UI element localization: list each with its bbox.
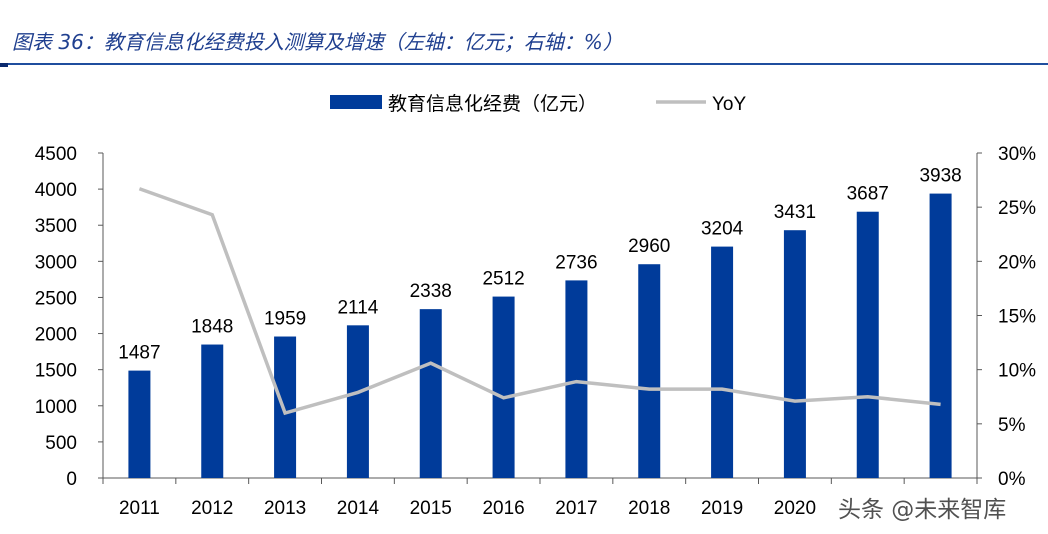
bar — [274, 336, 297, 478]
bar — [929, 193, 952, 479]
right-tick-label: 20% — [998, 252, 1036, 273]
bar — [346, 325, 369, 478]
bar-data-label: 2736 — [555, 252, 597, 273]
left-tick-label: 2000 — [35, 325, 77, 346]
bar — [128, 370, 151, 478]
x-tick-label: 2013 — [264, 498, 306, 519]
watermark: 头条 @未来智库 — [838, 497, 1007, 523]
bar — [856, 211, 879, 478]
right-tick-label: 25% — [998, 198, 1036, 219]
bar-data-label: 3687 — [847, 184, 889, 205]
x-tick-label: 2014 — [337, 498, 380, 519]
bar-data-label: 3938 — [919, 166, 961, 187]
x-tick-label: 2019 — [701, 498, 743, 519]
bar — [638, 264, 661, 478]
left-tick-label: 1500 — [35, 361, 77, 382]
x-tick-label: 2011 — [119, 498, 160, 519]
yoy-line — [138, 187, 941, 416]
x-tick-label: 2016 — [482, 498, 524, 519]
bar-data-label: 2960 — [628, 236, 670, 257]
bar — [711, 246, 734, 478]
left-tick-label: 2500 — [35, 288, 77, 309]
bar-data-label: 2512 — [482, 269, 524, 290]
legend-line-label: YoY — [712, 94, 746, 115]
right-tick-label: 5% — [998, 415, 1026, 436]
bar — [492, 296, 515, 478]
bar-data-label: 3204 — [701, 219, 744, 240]
left-tick-label: 4500 — [35, 144, 77, 165]
left-tick-label: 3000 — [35, 252, 77, 273]
x-tick-label: 2012 — [191, 498, 233, 519]
left-tick-label: 4000 — [35, 180, 77, 201]
bar-data-label: 3431 — [774, 202, 816, 223]
left-tick-label: 500 — [45, 433, 77, 454]
legend-bar-label: 教育信息化经费（亿元） — [388, 93, 597, 115]
bar — [565, 280, 588, 478]
right-tick-label: 0% — [998, 469, 1026, 490]
bar-data-label: 1848 — [191, 317, 233, 338]
left-tick-label: 1000 — [35, 397, 77, 418]
left-tick-label: 0 — [66, 469, 77, 490]
title-rule — [0, 63, 1048, 65]
x-tick-label: 2020 — [774, 498, 816, 519]
x-tick-label: 2017 — [555, 498, 597, 519]
right-tick-label: 30% — [998, 144, 1036, 165]
right-tick-label: 15% — [998, 307, 1036, 328]
title-rule-accent — [0, 63, 8, 67]
bar — [419, 309, 442, 478]
bar — [783, 230, 806, 478]
figure-title: 图表 36：教育信息化经费投入测算及增速（左轴：亿元；右轴：%） — [12, 30, 623, 54]
bar-data-label: 2114 — [337, 297, 378, 318]
right-tick-label: 10% — [998, 361, 1036, 382]
x-tick-label: 2018 — [628, 498, 670, 519]
legend-bar-swatch — [330, 95, 382, 109]
bar-data-label: 1959 — [264, 309, 306, 330]
left-tick-label: 3500 — [35, 216, 77, 237]
bar-data-label: 1487 — [118, 343, 160, 364]
bar-data-label: 2338 — [410, 281, 452, 302]
bar — [201, 344, 224, 478]
x-tick-label: 2015 — [410, 498, 452, 519]
